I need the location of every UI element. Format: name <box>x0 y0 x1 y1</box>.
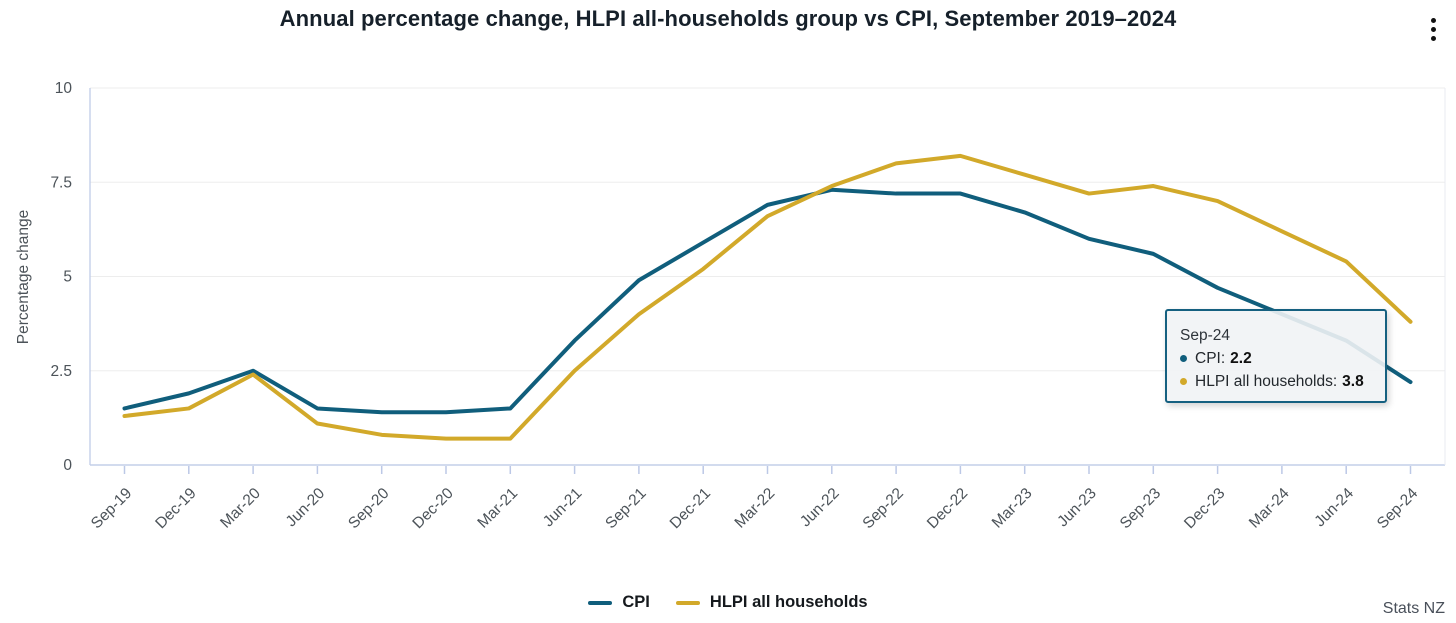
kebab-dot-icon <box>1430 35 1436 41</box>
x-tick-label: Mar-24 <box>1246 485 1293 532</box>
tooltip-period-label: Sep-24 <box>1180 327 1230 344</box>
x-tick-label: Dec-23 <box>1181 485 1228 532</box>
line-chart-plot[interactable]: 0 2.5 5 7.5 10 Sep-19 Dec-19 Mar-20 Jun-20 Sep-20… <box>0 0 1456 575</box>
x-tick-label: Dec-22 <box>924 485 971 532</box>
tooltip-series-value: 2.2 <box>1230 350 1252 367</box>
kebab-dot-icon <box>1430 17 1436 23</box>
legend-label-hlpi: HLPI all households <box>709 593 868 611</box>
tooltip-series-label: CPI: <box>1195 350 1226 367</box>
x-tick-label: Dec-21 <box>667 485 714 532</box>
y-tick-label: 2.5 <box>50 363 72 380</box>
hlpi-bullet-icon <box>1180 378 1187 385</box>
hlpi-line-swatch-icon <box>675 600 700 605</box>
x-tick-label: Mar-23 <box>989 485 1036 532</box>
cpi-bullet-icon <box>1180 355 1187 362</box>
x-tick-label: Sep-23 <box>1117 485 1164 532</box>
x-tick-label: Jun-22 <box>797 485 843 531</box>
x-tick-label: Dec-19 <box>152 485 199 532</box>
y-axis-title: Percentage change <box>15 210 32 344</box>
x-tick-label: Mar-20 <box>217 485 264 532</box>
tooltip-row-hlpi: HLPI all households: 3.8 <box>1180 370 1372 393</box>
x-tick-label: Sep-20 <box>345 485 393 533</box>
x-tick-label: Sep-22 <box>860 485 907 532</box>
source-attribution: Stats NZ <box>1382 600 1445 617</box>
tooltip-row-cpi: CPI: 2.2 <box>1180 347 1372 370</box>
x-tick-label: Jun-21 <box>540 485 586 531</box>
series-line-hlpi-all-households[interactable] <box>122 153 1413 441</box>
legend-item-hlpi[interactable]: HLPI all households <box>675 593 868 612</box>
chart-title: Annual percentage change, HLPI all-house… <box>279 6 1177 31</box>
x-tick-label: Dec-20 <box>409 485 457 533</box>
legend-item-cpi[interactable]: CPI <box>588 593 650 612</box>
chart-tooltip: Sep-24 CPI: 2.2 HLPI all households: 3.8 <box>1165 309 1387 403</box>
x-tick-label: Jun-20 <box>283 485 329 531</box>
y-tick-label: 7.5 <box>50 174 72 191</box>
legend-label-cpi: CPI <box>622 593 650 611</box>
x-tick-label: Jun-23 <box>1054 485 1100 531</box>
y-tick-label: 5 <box>63 269 72 286</box>
x-tick-label: Sep-24 <box>1374 485 1422 533</box>
y-tick-label: 0 <box>63 457 72 474</box>
x-tick-label: Sep-19 <box>88 485 135 532</box>
tooltip-series-label: HLPI all households: <box>1195 373 1338 390</box>
y-tick-label: 10 <box>55 80 73 97</box>
kebab-dot-icon <box>1430 26 1436 32</box>
x-tick-label: Sep-21 <box>602 485 649 532</box>
x-tick-label: Mar-21 <box>474 485 521 532</box>
kebab-menu-button[interactable] <box>1424 13 1442 45</box>
x-tick-label: Jun-24 <box>1311 485 1357 531</box>
tooltip-series-value: 3.8 <box>1342 373 1364 390</box>
chart-legend: CPI HLPI all households <box>0 593 1456 612</box>
cpi-line-swatch-icon <box>588 600 613 605</box>
x-tick-label: Mar-22 <box>732 485 779 532</box>
series-line-cpi[interactable] <box>122 187 1413 415</box>
